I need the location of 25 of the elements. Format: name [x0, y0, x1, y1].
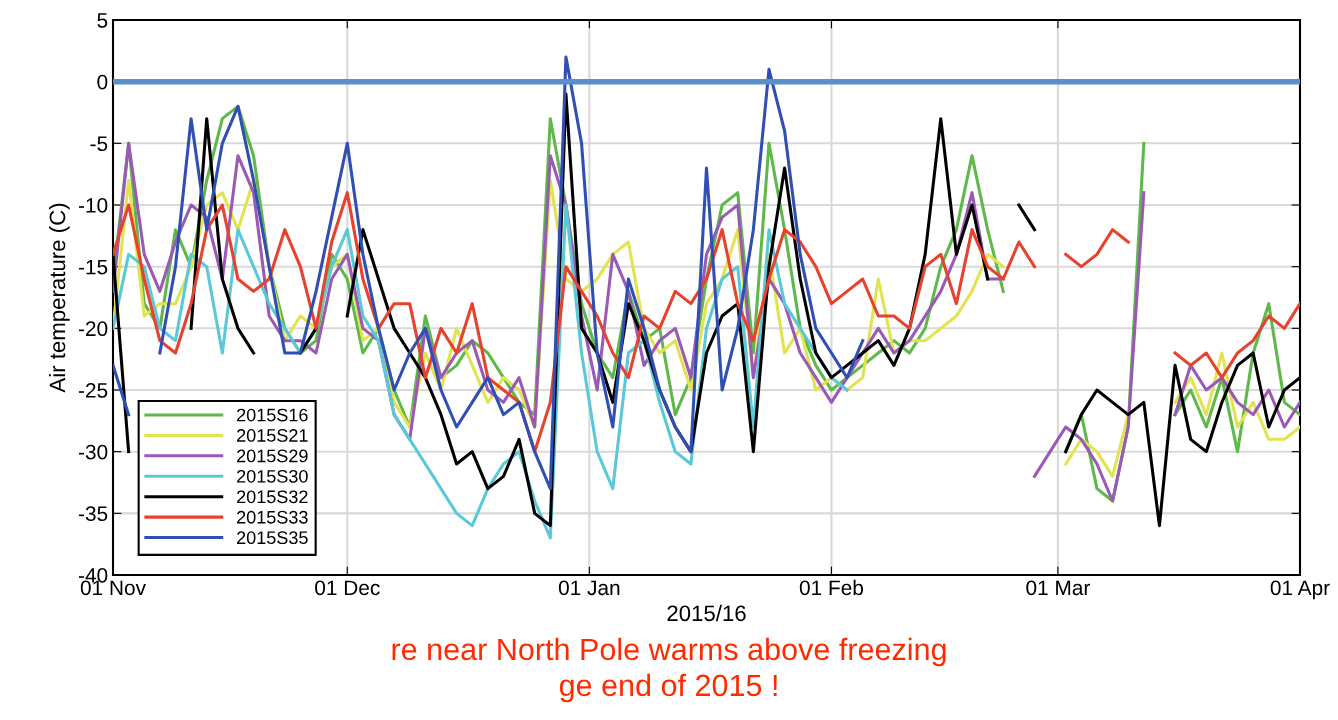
y-tick-label: -15: [78, 259, 108, 275]
x-tick-label: 01 Apr: [1270, 580, 1330, 600]
x-axis-title: 2015/16: [667, 604, 746, 622]
legend-label: 2015S33: [237, 510, 308, 524]
y-tick-label: -25: [78, 383, 108, 398]
text: re near North Pole warms above freezing: [392, 637, 946, 667]
legend-label: 2015S30: [237, 469, 308, 483]
legend-label: 2015S16: [237, 408, 308, 422]
y-tick-label: -35: [78, 506, 108, 522]
text: ge end of 2015 !: [559, 673, 777, 703]
x-tick-label: 01 Jan: [558, 580, 620, 596]
x-tick-label: 01 Mar: [1026, 580, 1090, 596]
y-tick-label: -30: [78, 444, 108, 460]
y-tick-label: -5: [90, 136, 108, 152]
legend-label: 2015S32: [237, 490, 308, 504]
y-tick-label: -20: [78, 321, 108, 337]
legend-label: 2015S35: [237, 531, 308, 545]
legend-label: 2015S21: [237, 429, 308, 442]
x-tick-label: 01 Feb: [799, 579, 864, 596]
y-tick-label: 5: [97, 13, 108, 28]
y-tick-label: 0: [97, 74, 108, 90]
y-axis-title: Air temperature (C): [48, 203, 70, 393]
y-tick-label: -10: [78, 198, 108, 213]
x-tick-label: 01 Dec: [315, 580, 380, 596]
legend-label: 2015S29: [237, 449, 308, 463]
